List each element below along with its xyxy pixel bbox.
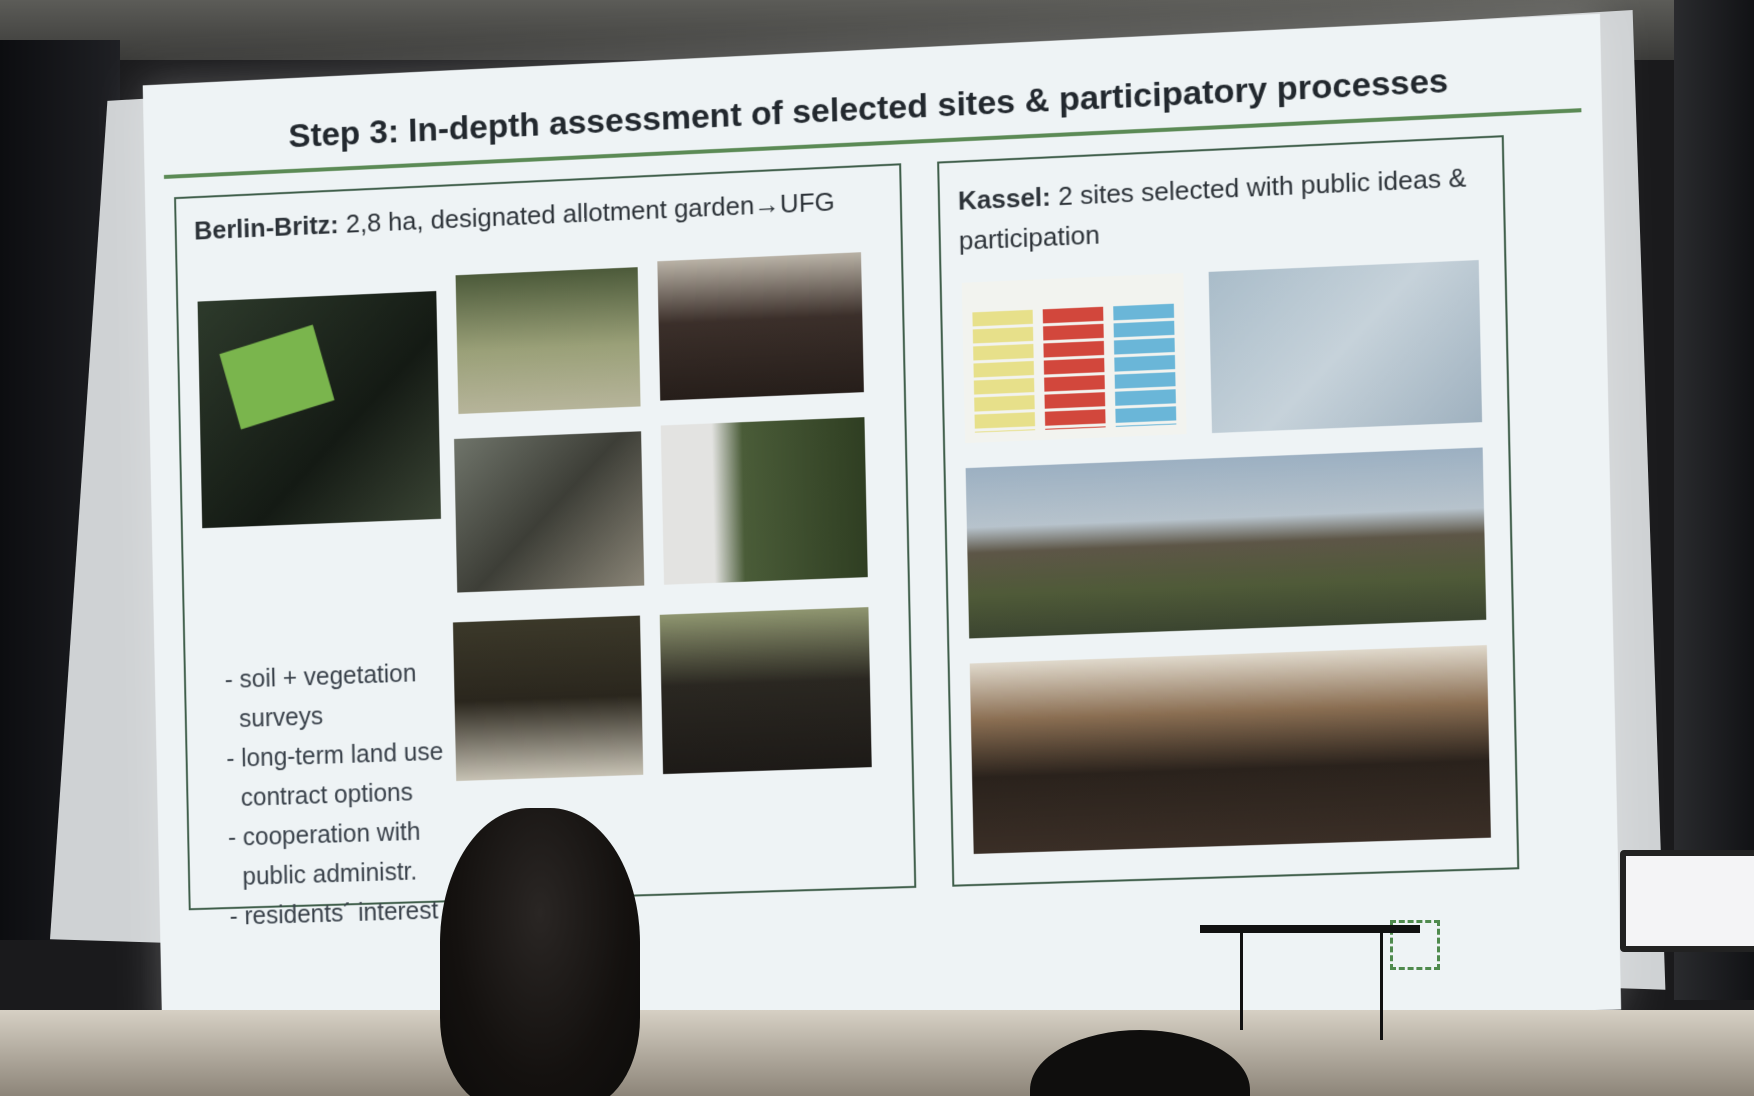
photo-residents-gathering <box>660 607 872 774</box>
bullet-item: - long-term land use contract options <box>226 731 481 819</box>
kassel-site-photo <box>966 447 1487 638</box>
stage-floor <box>0 1010 1754 1096</box>
berlin-britz-bullets: - soil + vegetation surveys - long-term … <box>224 651 483 936</box>
bullet-item: - soil + vegetation surveys <box>224 651 479 739</box>
audience-head <box>440 808 640 1096</box>
kassel-panel: Kassel: 2 sites selected with public ide… <box>937 135 1519 887</box>
photo-map-table <box>453 616 643 781</box>
blue-notes <box>1113 304 1176 427</box>
table-leg <box>1240 930 1243 1030</box>
site-highlight-shape <box>219 325 334 430</box>
yellow-notes <box>972 310 1035 433</box>
table-leg <box>1380 930 1383 1040</box>
photo-vegetation-survey <box>661 417 868 585</box>
sticky-notes-board <box>962 273 1187 443</box>
berlin-britz-heading: Berlin-Britz: 2,8 ha, designated allotme… <box>194 184 883 246</box>
kassel-workshop-photo <box>970 645 1491 854</box>
aerial-photo <box>198 291 441 528</box>
city-map-photo <box>1209 260 1482 433</box>
red-notes <box>1043 307 1106 430</box>
kassel-heading-bold: Kassel: <box>958 181 1052 215</box>
berlin-britz-panel: Berlin-Britz: 2,8 ha, designated allotme… <box>174 163 916 910</box>
photo-soil-samples <box>454 431 644 592</box>
laptop-screen <box>1620 850 1754 952</box>
photo-group-walk <box>456 267 641 414</box>
bullet-item: - cooperation with public administr. <box>228 810 483 897</box>
berlin-britz-heading-bold: Berlin-Britz: <box>194 209 339 245</box>
projector-table <box>1200 925 1420 933</box>
photo-meeting-hall <box>657 252 864 400</box>
projected-slide: Step 3: In-depth assessment of selected … <box>143 14 1621 1050</box>
kassel-heading: Kassel: 2 sites selected with public ide… <box>958 156 1487 260</box>
berlin-britz-heading-rest: 2,8 ha, designated allotment garden→UFG <box>338 186 835 239</box>
